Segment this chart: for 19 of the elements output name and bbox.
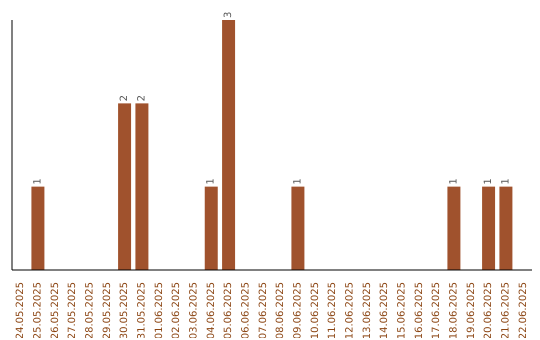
x-tick-label: 13.06.2025 [362, 282, 373, 340]
data-label: 1 [206, 178, 217, 185]
x-tick-label: 18.06.2025 [448, 282, 460, 340]
x-tick-label: 15.06.2025 [396, 282, 408, 340]
x-tick-label: 14.06.2025 [379, 282, 390, 340]
x-tick-label: 12.06.2025 [344, 282, 356, 340]
x-tick-label: 19.06.2025 [466, 282, 477, 340]
data-label: 2 [136, 94, 148, 102]
data-label: 1 [448, 178, 460, 185]
x-tick-label: 17.06.2025 [431, 282, 442, 340]
data-label: 1 [32, 178, 44, 185]
x-tick-label: 10.06.2025 [310, 282, 321, 340]
data-label: 1 [483, 178, 494, 185]
data-label: 2 [119, 94, 130, 102]
x-tick-label: 11.06.2025 [327, 282, 338, 340]
data-label: 1 [292, 178, 304, 185]
data-label: 1 [500, 178, 512, 185]
x-tick-label: 16.06.2025 [414, 282, 425, 340]
data-label: 3 [223, 12, 234, 18]
